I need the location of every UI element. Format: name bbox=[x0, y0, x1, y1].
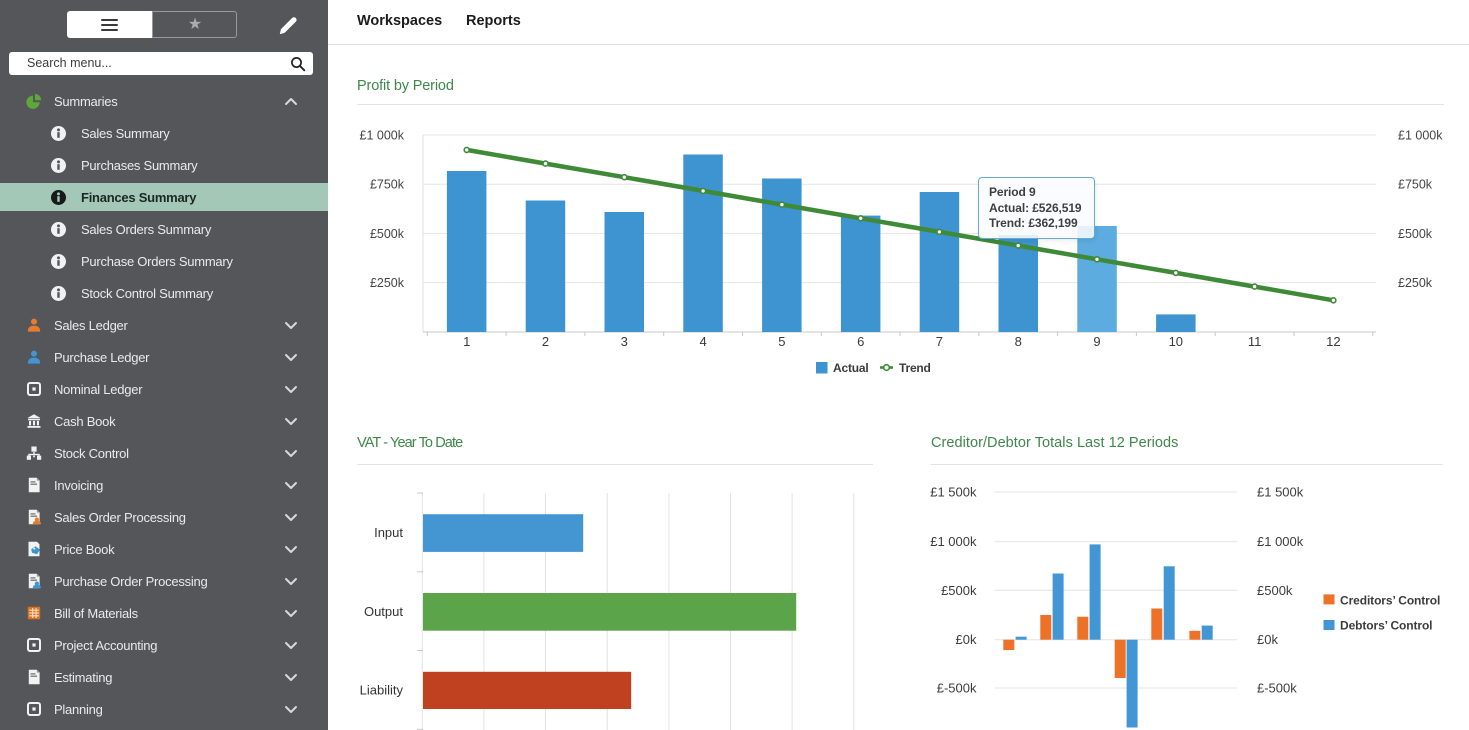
svg-text:£1 000k: £1 000k bbox=[930, 534, 977, 549]
svg-text:£500k: £500k bbox=[370, 227, 405, 241]
svg-text:£1 000k: £1 000k bbox=[360, 129, 405, 143]
svg-text:£1 500k: £1 500k bbox=[930, 485, 977, 500]
svg-text:£250k: £250k bbox=[1398, 276, 1433, 290]
svg-text:£-500k: £-500k bbox=[937, 681, 977, 696]
svg-text:Debtors’ Control: Debtors’ Control bbox=[1340, 619, 1432, 633]
svg-text:8: 8 bbox=[1015, 334, 1022, 349]
svg-text:1: 1 bbox=[463, 334, 470, 349]
svg-text:4: 4 bbox=[699, 334, 706, 349]
svg-text:6: 6 bbox=[857, 334, 864, 349]
svg-text:£500k: £500k bbox=[1398, 227, 1433, 241]
svg-text:£1 000k: £1 000k bbox=[1398, 129, 1443, 143]
svg-text:2: 2 bbox=[542, 334, 549, 349]
svg-text:£750k: £750k bbox=[370, 178, 405, 192]
svg-text:£0k: £0k bbox=[956, 632, 977, 647]
svg-text:Trend: Trend bbox=[899, 361, 931, 375]
svg-text:9: 9 bbox=[1093, 334, 1100, 349]
svg-text:12: 12 bbox=[1326, 334, 1340, 349]
svg-text:£250k: £250k bbox=[370, 276, 405, 290]
svg-text:Liability: Liability bbox=[360, 683, 404, 698]
svg-text:£500k: £500k bbox=[941, 583, 977, 598]
svg-text:3: 3 bbox=[621, 334, 628, 349]
svg-text:5: 5 bbox=[778, 334, 785, 349]
svg-text:£750k: £750k bbox=[1398, 178, 1433, 192]
svg-text:11: 11 bbox=[1248, 334, 1262, 349]
svg-text:£1 000k: £1 000k bbox=[1257, 534, 1304, 549]
svg-text:£-500k: £-500k bbox=[1257, 681, 1297, 696]
svg-text:Output: Output bbox=[364, 604, 403, 619]
svg-text:£500k: £500k bbox=[1257, 583, 1293, 598]
svg-text:Input: Input bbox=[374, 525, 403, 540]
svg-text:7: 7 bbox=[936, 334, 943, 349]
svg-text:£1 500k: £1 500k bbox=[1257, 485, 1304, 500]
svg-text:Actual: Actual bbox=[833, 361, 868, 375]
svg-text:10: 10 bbox=[1169, 334, 1183, 349]
svg-text:Creditors’ Control: Creditors’ Control bbox=[1340, 594, 1440, 608]
svg-text:£0k: £0k bbox=[1257, 632, 1278, 647]
